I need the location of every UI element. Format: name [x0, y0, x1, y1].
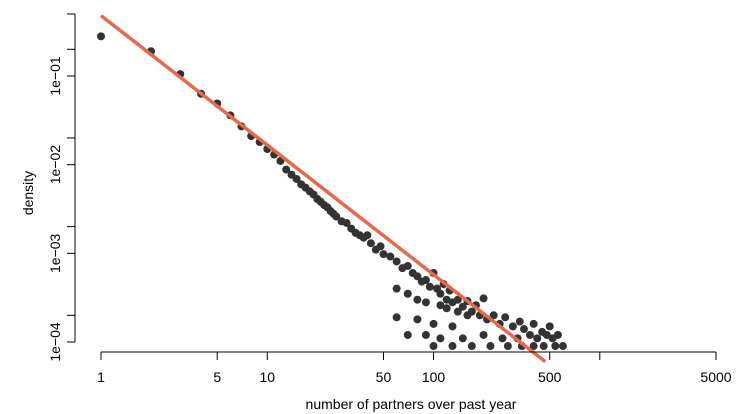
data-point — [386, 252, 395, 261]
data-point — [479, 330, 488, 339]
fit-line-group — [99, 14, 547, 364]
data-point — [436, 289, 445, 298]
data-point — [529, 342, 538, 351]
data-point — [545, 322, 554, 331]
data-point — [519, 325, 528, 334]
data-point — [458, 334, 467, 343]
data-point — [292, 174, 301, 183]
y-tick-label: 1e−03 — [47, 233, 63, 273]
data-point — [442, 304, 451, 313]
data-points — [97, 32, 567, 351]
data-point — [542, 330, 551, 339]
x-axis: 1 5 10 50 100 500 5000 — [97, 351, 732, 385]
data-point — [463, 311, 472, 320]
x-tick-label: 1 — [97, 369, 105, 385]
data-point — [558, 342, 567, 351]
data-point — [403, 330, 412, 339]
y-tick-label: 1e−01 — [47, 56, 63, 96]
x-tick-label: 10 — [259, 369, 275, 385]
data-point — [467, 342, 476, 351]
data-point — [97, 32, 105, 41]
data-point — [413, 295, 422, 304]
data-point — [515, 317, 524, 326]
data-point — [429, 319, 438, 328]
data-point — [486, 342, 495, 351]
y-tick-label: 1e−02 — [47, 145, 63, 185]
data-point — [479, 294, 488, 303]
data-point — [498, 334, 507, 343]
y-axis: 1e−04 1e−03 1e−02 1e−01 — [47, 13, 76, 362]
data-point — [508, 322, 517, 331]
data-point — [413, 272, 422, 281]
data-point — [551, 342, 560, 351]
data-point — [448, 342, 457, 351]
data-point — [421, 298, 430, 307]
x-tick-label: 5 — [213, 369, 221, 385]
x-tick-label: 5000 — [700, 369, 731, 385]
data-point — [392, 257, 401, 266]
data-point — [403, 289, 412, 298]
data-point — [533, 334, 542, 343]
data-point — [425, 282, 434, 291]
y-axis-title: density — [20, 171, 36, 215]
data-point — [453, 295, 462, 304]
data-point — [453, 307, 462, 316]
data-point — [421, 330, 430, 339]
x-tick-label: 500 — [538, 369, 562, 385]
data-point — [403, 261, 412, 270]
x-tick-label: 50 — [376, 369, 392, 385]
data-point — [342, 218, 351, 227]
x-axis-title: number of partners over past year — [306, 396, 517, 412]
data-point — [553, 330, 562, 339]
data-point — [539, 342, 548, 351]
data-point — [421, 276, 430, 285]
data-point — [392, 284, 401, 293]
data-point — [448, 322, 457, 331]
data-point — [458, 302, 467, 311]
data-point — [392, 313, 401, 322]
data-point — [376, 242, 385, 251]
data-point — [413, 315, 422, 324]
data-point — [529, 319, 538, 328]
data-point — [436, 334, 445, 343]
fit-line — [99, 14, 547, 364]
data-point — [282, 165, 291, 174]
data-point — [436, 301, 445, 310]
data-point — [332, 212, 341, 221]
y-tick-label: 1e−04 — [47, 322, 63, 362]
data-point — [525, 330, 534, 339]
data-point — [429, 342, 438, 351]
data-point — [366, 239, 375, 248]
x-tick-label: 100 — [422, 369, 446, 385]
data-point — [501, 313, 510, 322]
data-point — [489, 311, 498, 320]
data-point — [363, 231, 372, 240]
data-point — [379, 250, 388, 259]
data-point — [503, 342, 512, 351]
